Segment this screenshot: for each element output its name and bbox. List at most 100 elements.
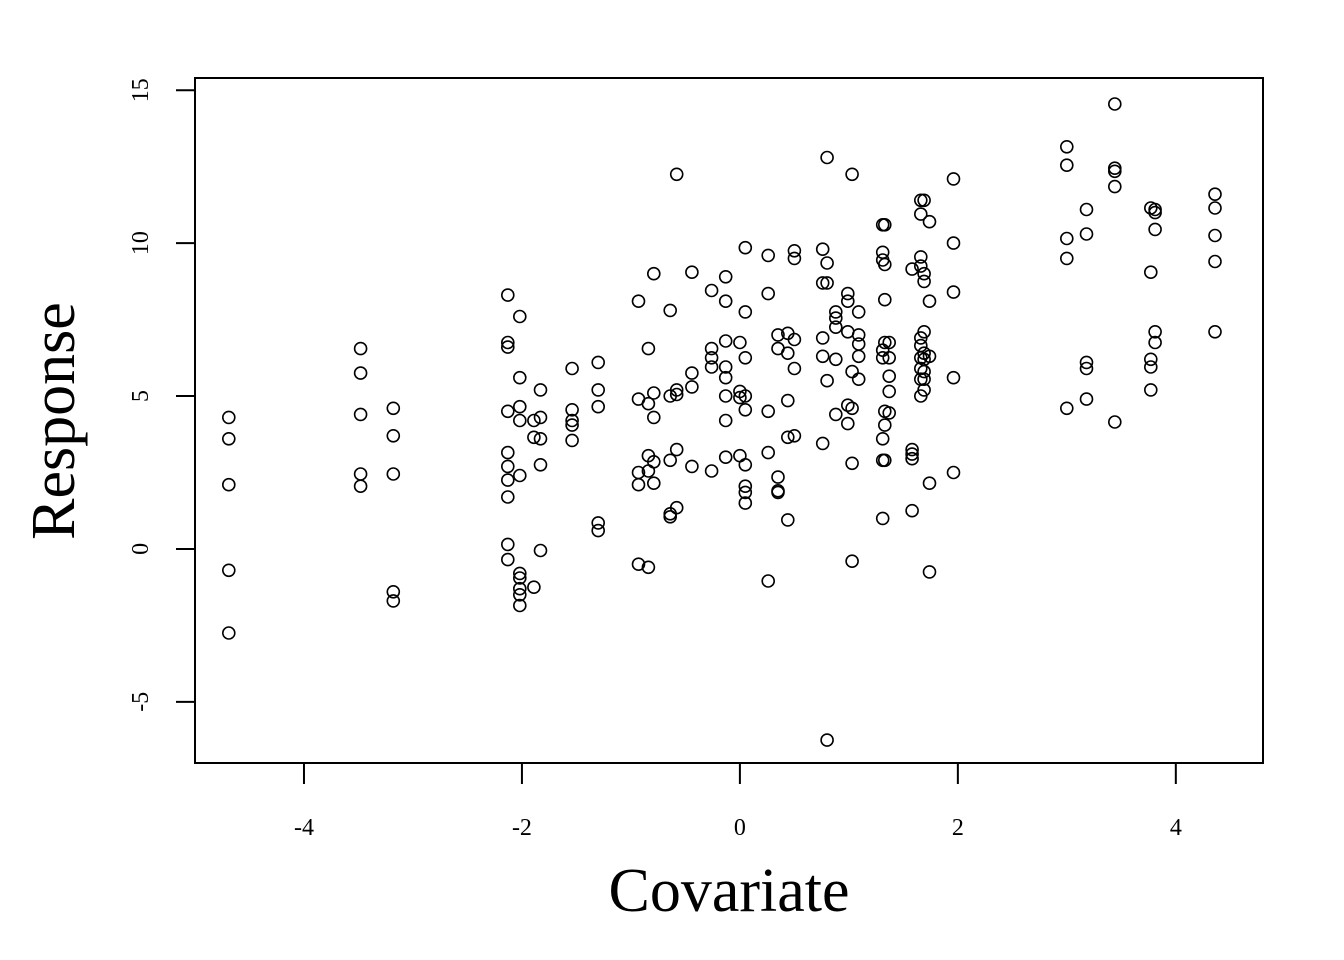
data-point [738, 350, 753, 365]
data-point [771, 485, 785, 500]
data-point [787, 332, 802, 347]
data-point [771, 470, 785, 484]
data-point [1060, 158, 1074, 172]
data-point [646, 386, 661, 400]
data-point [669, 442, 684, 457]
data-point [877, 257, 892, 272]
data-point [533, 383, 548, 397]
x-tick-label: -2 [512, 815, 532, 841]
data-point [500, 473, 515, 487]
data-point [527, 580, 541, 595]
data-point [353, 366, 368, 380]
data-point [386, 467, 401, 481]
data-point [646, 476, 661, 491]
data-point [1108, 97, 1122, 111]
data-point [877, 292, 892, 307]
data-point [1208, 228, 1222, 243]
data-point [828, 352, 843, 367]
data-point [1079, 355, 1094, 370]
data-point [500, 490, 515, 504]
data-point [922, 565, 937, 579]
data-point [780, 346, 795, 361]
data-point [704, 350, 719, 365]
data-point [840, 416, 855, 431]
data-point [820, 256, 834, 270]
y-tick-label: 0 [128, 543, 154, 555]
y-tick-label: 5 [128, 390, 154, 402]
data-point [820, 150, 834, 165]
data-point [1060, 251, 1074, 266]
data-point [946, 465, 961, 480]
data-point [386, 594, 401, 608]
data-point [512, 587, 527, 602]
data-point [877, 453, 892, 468]
data-point [591, 523, 606, 538]
data-point [917, 383, 931, 397]
data-point [1144, 352, 1158, 367]
data-point [787, 428, 802, 443]
data-point [815, 436, 830, 451]
data-point [353, 407, 368, 422]
data-point [761, 445, 776, 460]
data-point [1208, 201, 1222, 215]
data-point [877, 218, 892, 232]
data-point [917, 266, 931, 281]
data-point [913, 207, 928, 221]
data-point [500, 404, 515, 419]
data-point [1144, 360, 1158, 374]
data-point [828, 320, 843, 335]
data-point [922, 349, 937, 364]
data-point [500, 537, 515, 552]
data-point [882, 350, 897, 365]
data-point [946, 370, 961, 385]
data-point [771, 328, 785, 342]
data-point [704, 464, 719, 478]
data-point [917, 364, 931, 379]
x-tick-label: 4 [1170, 815, 1182, 841]
data-point [353, 341, 368, 356]
data-point [512, 413, 527, 428]
data-point [845, 456, 859, 471]
data-point [905, 262, 919, 276]
data-point [631, 294, 646, 309]
data-point [565, 402, 579, 417]
data-point [828, 305, 843, 319]
data-point [718, 389, 733, 403]
data-point [1148, 222, 1162, 237]
data-point [685, 366, 699, 380]
data-point [882, 335, 897, 350]
data-point [922, 476, 937, 491]
data-point [877, 418, 892, 432]
data-point [1108, 415, 1122, 429]
data-point [1060, 140, 1074, 154]
data-point [946, 236, 961, 250]
data-point [222, 626, 236, 640]
data-point [512, 566, 527, 581]
data-point [1208, 324, 1222, 339]
data-point [685, 380, 699, 394]
data-point [512, 598, 527, 613]
data-point [1148, 205, 1162, 220]
data-point [1079, 361, 1094, 376]
data-point [591, 355, 606, 370]
data-point [738, 402, 753, 417]
data-point [913, 193, 928, 208]
data-point [500, 335, 515, 350]
x-tick-label: -4 [294, 815, 314, 841]
data-point [1079, 392, 1094, 406]
data-point [631, 557, 646, 572]
data-point [787, 244, 802, 258]
x-tick-label: 2 [952, 815, 964, 841]
data-point [718, 450, 733, 465]
data-point [820, 733, 834, 747]
data-point [780, 430, 795, 445]
data-point [565, 433, 579, 448]
data-point [882, 369, 897, 384]
y-axis-title: Response [20, 302, 88, 540]
data-point [815, 242, 830, 256]
data-point [512, 571, 527, 585]
data-point [718, 370, 733, 385]
data-point [820, 276, 834, 290]
data-point [780, 393, 795, 408]
data-point [386, 428, 401, 443]
